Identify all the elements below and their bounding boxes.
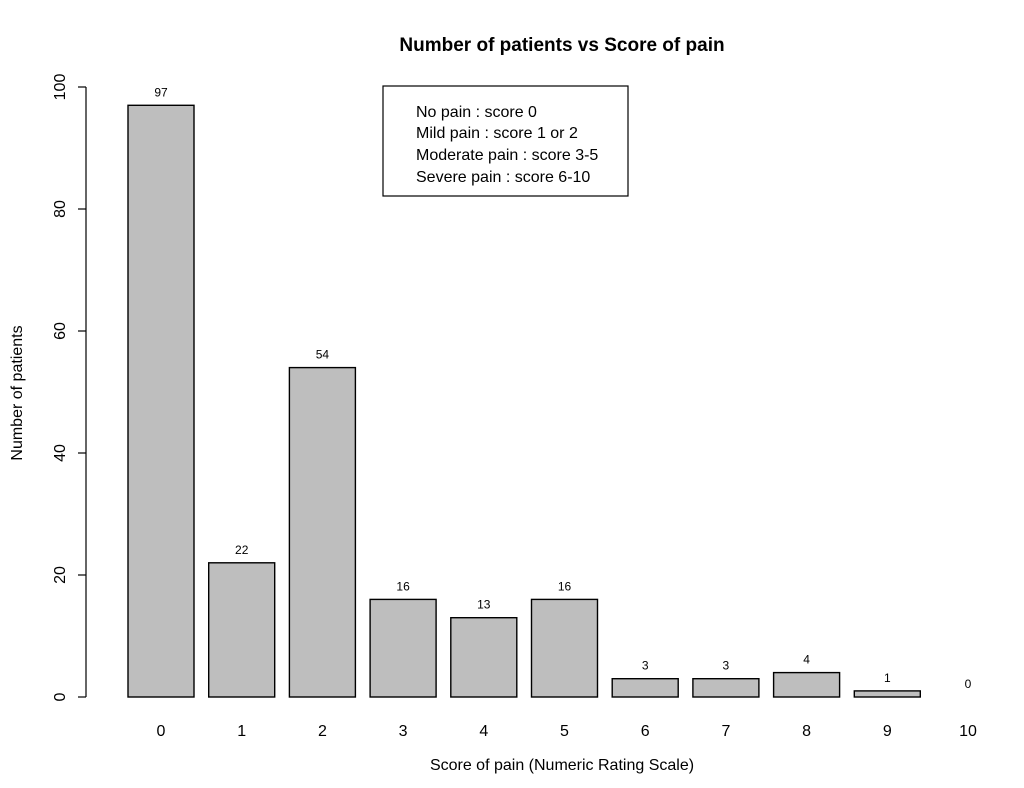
x-tick-label-1: 1 bbox=[237, 723, 246, 740]
y-tick-label-20: 20 bbox=[52, 566, 69, 584]
bar-value-label-0: 97 bbox=[154, 85, 168, 99]
bar-2 bbox=[288, 366, 357, 698]
y-tick-label-40: 40 bbox=[52, 444, 69, 462]
bar-value-label-9: 1 bbox=[884, 671, 891, 685]
bar-1 bbox=[207, 562, 276, 698]
y-axis-label: Number of patients bbox=[9, 325, 26, 460]
legend-line-no-pain: No pain : score 0 bbox=[416, 104, 537, 121]
x-axis-label: Score of pain (Numeric Rating Scale) bbox=[430, 757, 694, 774]
legend-line-severe-pain: Severe pain : score 6-10 bbox=[416, 169, 590, 186]
x-tick-label-9: 9 bbox=[883, 723, 892, 740]
y-axis: 0 20 40 60 80 100 bbox=[52, 74, 87, 701]
bar-4 bbox=[450, 617, 518, 698]
bar-7 bbox=[692, 678, 760, 698]
x-tick-label-0: 0 bbox=[157, 723, 166, 740]
bar-value-label-3: 16 bbox=[396, 579, 410, 593]
x-tick-label-7: 7 bbox=[721, 723, 730, 740]
bar-5 bbox=[530, 598, 599, 698]
x-tick-label-10: 10 bbox=[959, 723, 977, 740]
bar-value-label-5: 16 bbox=[558, 579, 572, 593]
x-tick-label-8: 8 bbox=[802, 723, 811, 740]
bar-value-label-7: 3 bbox=[723, 659, 730, 673]
top-strip bbox=[0, 0, 1024, 4]
x-tick-label-2: 2 bbox=[318, 723, 327, 740]
y-tick-label-0: 0 bbox=[52, 692, 69, 701]
legend-box bbox=[382, 85, 629, 197]
bar-value-label-2: 54 bbox=[316, 348, 330, 362]
bars-group: 97 0 22 1 54 2 16 3 13 4 16 5 3 6 3 7 4 8 1 9 0 10 bbox=[127, 85, 977, 740]
x-tick-label-4: 4 bbox=[479, 723, 488, 740]
x-tick-label-3: 3 bbox=[399, 723, 408, 740]
legend-line-moderate-pain: Moderate pain : score 3-5 bbox=[416, 147, 598, 164]
bar-0 bbox=[127, 104, 195, 698]
bar-6 bbox=[611, 678, 679, 698]
bar-3 bbox=[369, 598, 437, 698]
legend-line-mild-pain: Mild pain : score 1 or 2 bbox=[416, 125, 578, 142]
y-tick-label-80: 80 bbox=[52, 200, 69, 218]
bar-value-label-1: 22 bbox=[235, 543, 249, 557]
chart-title: Number of patients vs Score of pain bbox=[399, 35, 724, 56]
y-tick-label-100: 100 bbox=[52, 74, 69, 101]
bar-8 bbox=[772, 671, 841, 698]
bar-9 bbox=[853, 690, 921, 698]
bar-value-label-10: 0 bbox=[965, 677, 972, 691]
y-tick-label-60: 60 bbox=[52, 322, 69, 340]
x-tick-label-6: 6 bbox=[641, 723, 650, 740]
bar-value-label-8: 4 bbox=[803, 653, 810, 667]
legend: No pain : score 0 Mild pain : score 1 or… bbox=[382, 85, 629, 197]
x-tick-label-5: 5 bbox=[560, 723, 569, 740]
bar-value-label-4: 13 bbox=[477, 598, 491, 612]
bar-value-label-6: 3 bbox=[642, 659, 649, 673]
